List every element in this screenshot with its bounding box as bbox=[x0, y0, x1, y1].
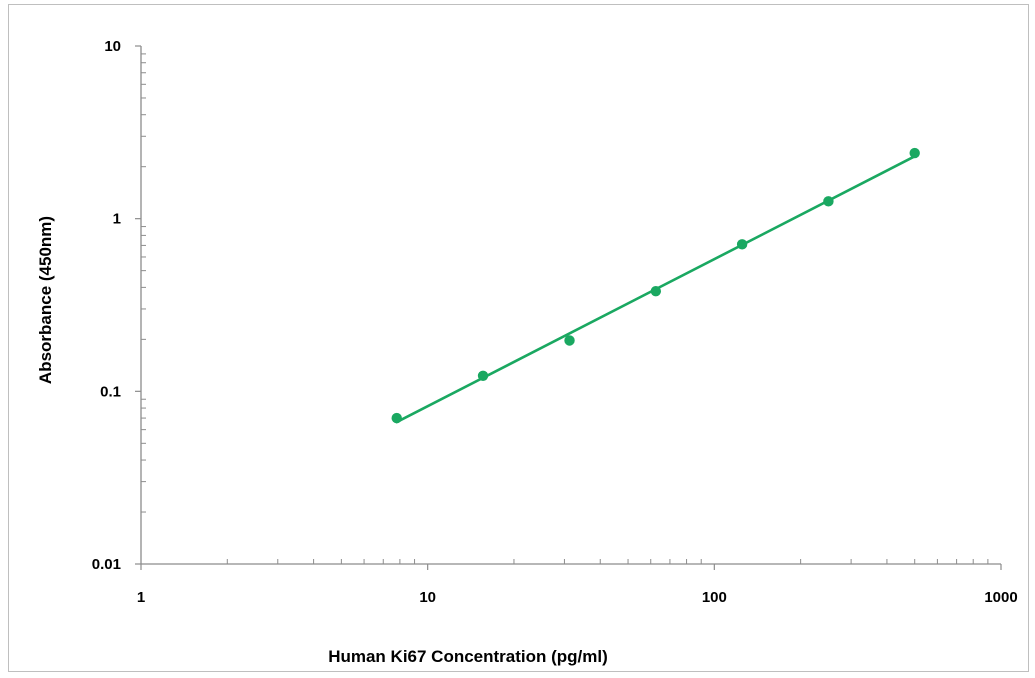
axes bbox=[135, 45, 1002, 570]
data-point bbox=[650, 286, 662, 297]
x-axis-title: Human Ki67 Concentration (pg/ml) bbox=[328, 647, 608, 666]
data-point bbox=[736, 239, 748, 250]
y-tick-label: 0.1 bbox=[100, 383, 121, 400]
data-point bbox=[909, 147, 920, 159]
y-axis-title: Absorbance (450nm) bbox=[36, 216, 55, 384]
x-tick-label: 10 bbox=[419, 589, 436, 606]
x-tick-label: 1 bbox=[137, 589, 145, 606]
data-point bbox=[391, 412, 402, 424]
standard-curve-chart: 1 10 100 1000 0.01 0.1 1 10 Human Ki67 Concentr… bbox=[36, 38, 1018, 666]
tick-labels: 1 10 100 1000 0.01 0.1 1 10 bbox=[92, 38, 1018, 606]
chart-frame: 1 10 100 1000 0.01 0.1 1 10 Human Ki67 Concentr… bbox=[8, 4, 1029, 672]
data-point bbox=[564, 335, 575, 346]
data-points bbox=[391, 147, 920, 424]
x-tick-label: 100 bbox=[702, 589, 727, 606]
x-tick-label: 1000 bbox=[984, 589, 1017, 606]
data-point bbox=[823, 196, 834, 207]
y-tick-label: 0.01 bbox=[92, 556, 121, 573]
data-point bbox=[477, 370, 489, 382]
y-tick-label: 1 bbox=[113, 211, 121, 228]
y-tick-label: 10 bbox=[104, 38, 121, 55]
